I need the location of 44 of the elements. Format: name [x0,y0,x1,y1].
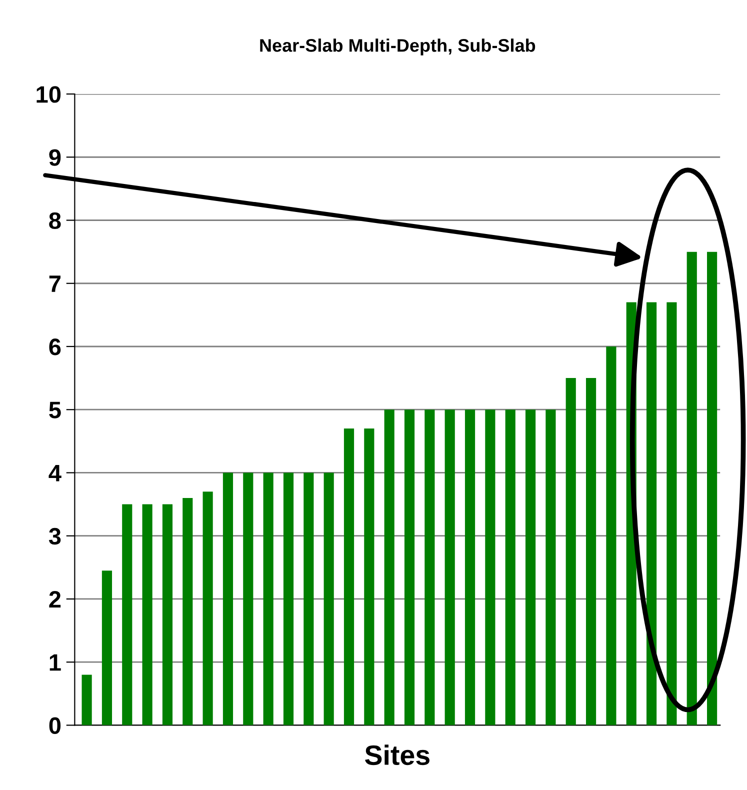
bar [424,410,435,726]
bar [586,378,596,726]
y-tick-label: 5 [49,402,61,418]
bar [122,504,132,726]
bar [222,472,234,726]
bar [344,428,354,726]
bar [686,252,697,726]
bar [444,410,455,726]
y-tick-label: 3 [48,528,61,545]
bar [485,410,496,726]
bar [646,302,657,726]
bar [162,504,173,726]
bar [304,472,314,726]
bar [707,252,718,726]
bar [182,498,193,726]
bar [243,472,254,726]
bar [364,428,374,726]
bar [82,674,92,726]
x-axis-title: Sites [365,744,430,766]
bar [404,410,415,726]
bar [464,410,476,726]
bar [142,504,152,726]
y-tick-label: 9 [49,149,61,166]
bar [666,302,677,726]
y-tick-label: 6 [49,338,61,356]
bar [202,492,213,726]
bar [505,410,516,726]
chart-title: Near-Slab Multi-Depth, Sub-Slab [260,38,536,56]
bar [384,410,394,726]
bar [546,410,556,726]
y-tick-label: 2 [49,591,61,608]
bar [283,472,294,726]
y-tick-label: 7 [49,276,60,292]
bar [606,346,616,726]
bar [324,472,334,726]
bar [566,378,576,726]
y-tick-label: 8 [49,212,61,230]
bar [102,570,112,726]
bar [263,472,274,726]
y-tick-label: 10 [36,86,61,103]
y-tick-label: 1 [50,654,61,671]
y-tick-label: 0 [49,717,61,734]
bar [525,410,536,726]
y-tick-label: 4 [48,465,62,482]
